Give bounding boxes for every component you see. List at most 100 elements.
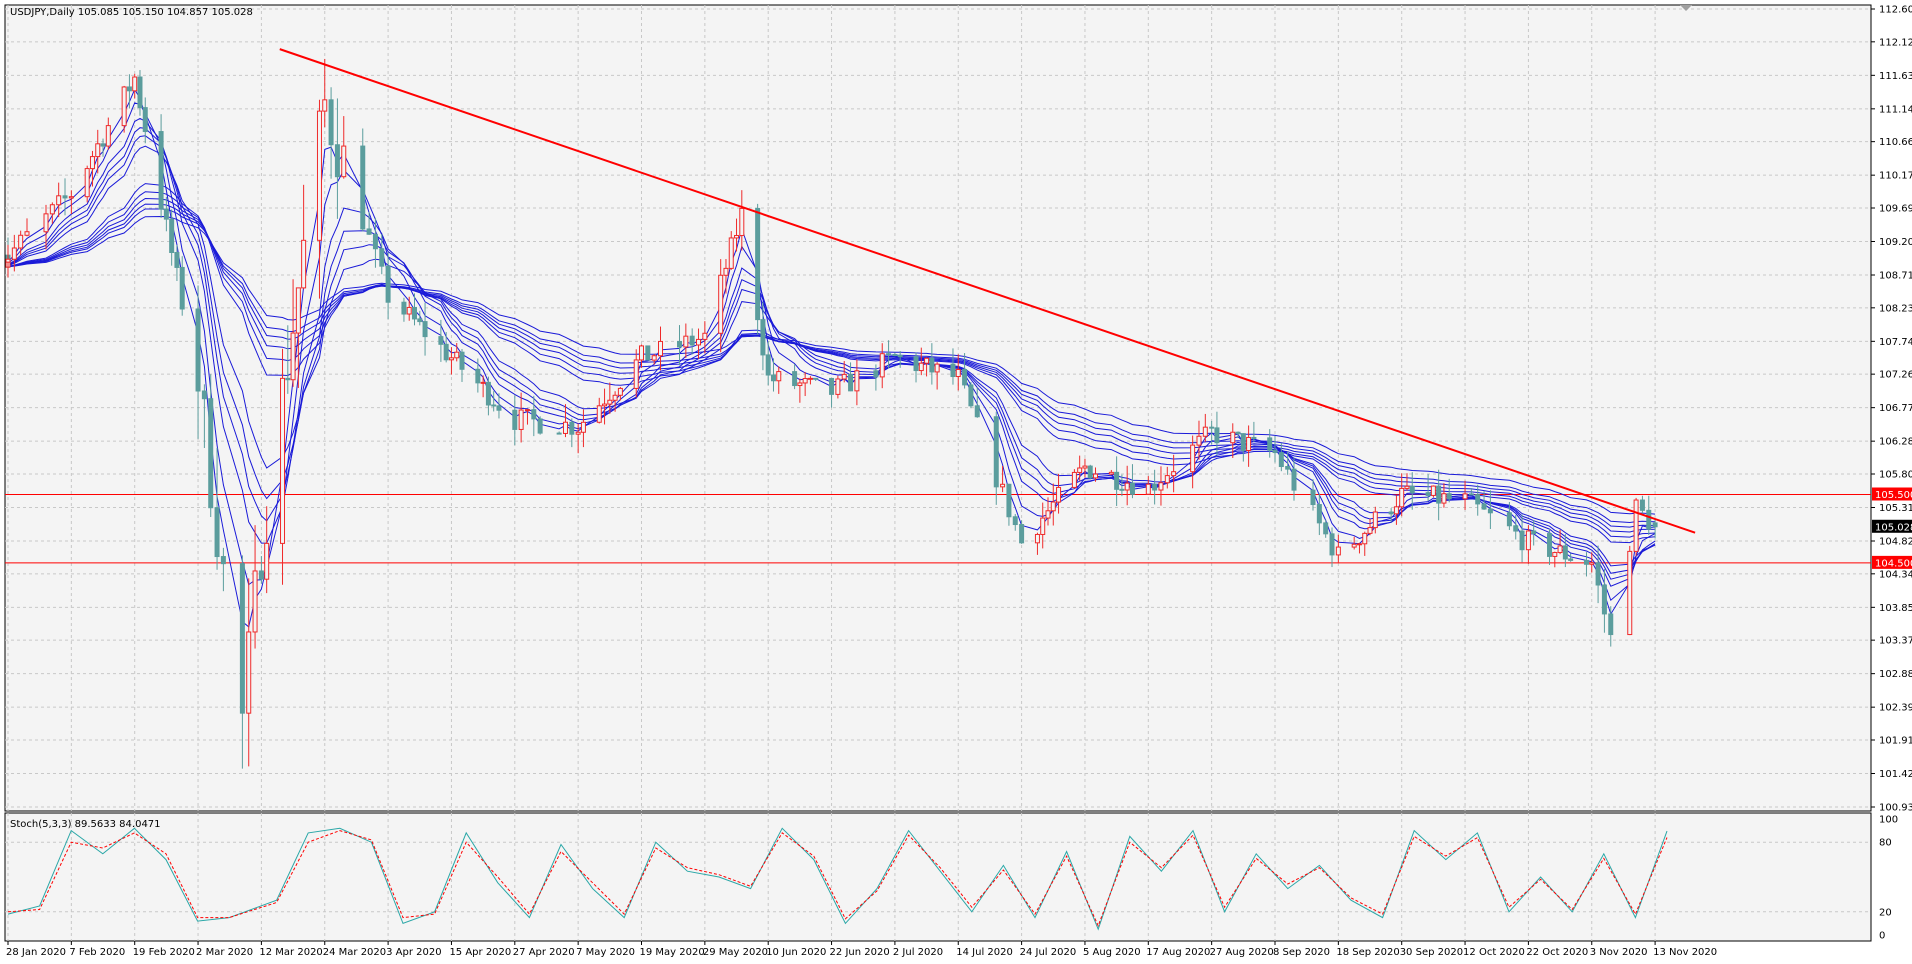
candle-body [1519, 530, 1525, 551]
candle-body [443, 343, 449, 361]
price-label: 102.880 [1879, 669, 1912, 680]
candle-body [1310, 489, 1316, 506]
candle-body [1045, 510, 1051, 519]
candle-body [341, 145, 347, 178]
candle-body [438, 336, 444, 345]
chart-info: USDJPY,Daily 105.085 105.150 104.857 105… [10, 7, 253, 18]
candle-body [132, 76, 138, 92]
candle-body [934, 363, 940, 373]
candle-body [1393, 506, 1399, 515]
candle-body [1164, 475, 1170, 484]
candle-body [974, 405, 980, 418]
date-label: 17 Aug 2020 [1146, 947, 1210, 958]
candle-body [316, 110, 322, 241]
candle-body [1056, 486, 1062, 503]
candle-body [512, 409, 518, 430]
candle-body [602, 403, 608, 407]
candle-body [401, 301, 407, 315]
candle-body [696, 338, 702, 346]
price-label: 109.200 [1879, 237, 1912, 248]
candle-body [993, 416, 999, 488]
candle-body [195, 308, 201, 392]
candle-body [1196, 435, 1202, 446]
date-label: 8 Sep 2020 [1273, 947, 1330, 958]
date-label: 12 Mar 2020 [259, 947, 322, 958]
candle-body [1158, 482, 1164, 491]
candle-body [612, 394, 618, 401]
chart-shift-marker-icon[interactable] [1680, 5, 1692, 11]
candle-body [1436, 485, 1442, 504]
candle-body [1487, 508, 1493, 514]
candle-body [651, 355, 657, 361]
candle-body [792, 371, 798, 387]
candle-body [137, 76, 143, 109]
candle-body [807, 377, 813, 380]
candle-body [360, 145, 366, 230]
date-label: 7 Feb 2020 [69, 947, 125, 958]
stoch-level-label: 80 [1879, 838, 1892, 849]
candle-body [480, 381, 486, 384]
candle-body [897, 354, 903, 358]
level-label-lower: 104.500 [1875, 558, 1912, 569]
candle-body [1430, 485, 1436, 496]
candle-body [1595, 562, 1601, 586]
candle-body [366, 228, 372, 235]
price-label: 103.370 [1879, 636, 1912, 647]
candle-body [918, 362, 924, 372]
candle-body [89, 156, 95, 170]
candle-body [1583, 559, 1589, 565]
candle-body [1190, 444, 1196, 473]
candle-body [702, 332, 708, 340]
candle-body [1557, 545, 1563, 554]
candle-body [580, 421, 586, 433]
candle-body [1285, 466, 1291, 470]
candle-body [1468, 493, 1474, 496]
date-label: 30 Sep 2020 [1400, 947, 1463, 958]
candle-body [448, 357, 454, 361]
price-label: 101.420 [1879, 769, 1912, 780]
level-tag [1872, 487, 1912, 501]
trendline[interactable] [279, 48, 1696, 534]
candle-body [246, 631, 252, 714]
candle-body [1475, 494, 1481, 505]
date-label: 28 Jan 2020 [6, 947, 66, 958]
candle-body [913, 356, 919, 372]
candle-body [334, 144, 340, 178]
candle-body [765, 354, 771, 376]
candle-body [1441, 493, 1447, 504]
candle-body [1240, 433, 1246, 452]
candle-body [734, 234, 740, 239]
candle-body [1171, 471, 1177, 477]
candle-body [689, 335, 695, 346]
candle-body [1012, 516, 1018, 526]
candle-body [879, 353, 885, 378]
moving-average-line [7, 208, 1656, 524]
candle-body [639, 345, 644, 361]
candle-body [892, 354, 898, 357]
candle-body [328, 99, 334, 146]
candle-body [1589, 562, 1595, 565]
candle-body [1129, 482, 1135, 495]
candle-body [569, 421, 575, 435]
price-label: 107.740 [1879, 337, 1912, 348]
candle-body [962, 368, 968, 386]
level-tag [1872, 555, 1912, 569]
stoch-lines [7, 827, 1668, 931]
moving-average-line [7, 203, 1656, 528]
candle-body [406, 306, 412, 315]
stoch-plot-area[interactable] [4, 812, 1872, 942]
candle-body [24, 231, 30, 236]
candle-body [524, 409, 530, 412]
candle-body [607, 399, 613, 405]
price-label: 105.800 [1879, 469, 1912, 480]
candle-body [214, 507, 220, 558]
candle-body [829, 377, 835, 395]
candle-body [43, 213, 49, 233]
candle-body [802, 378, 808, 384]
candle-body [422, 321, 428, 338]
level-label-current: 105.028 [1875, 522, 1912, 533]
candle-body [1272, 449, 1278, 454]
candle-body [873, 370, 879, 378]
candle-body [1251, 436, 1257, 439]
